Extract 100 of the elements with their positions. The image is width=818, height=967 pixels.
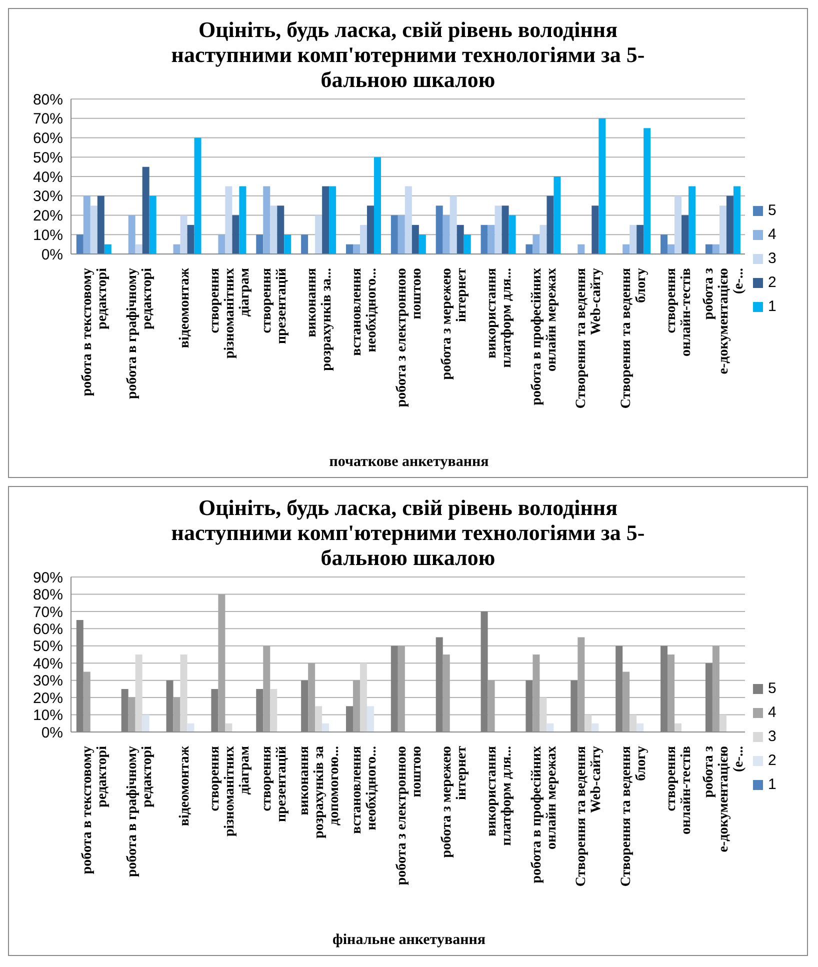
bar — [674, 723, 682, 732]
legend-label: 5 — [768, 201, 776, 221]
bar — [374, 157, 381, 254]
y-tick-label: 40% — [32, 655, 63, 672]
bar — [719, 714, 726, 732]
y-tick-label: 20% — [32, 208, 63, 225]
bar — [346, 244, 353, 254]
bar — [584, 714, 592, 732]
bar — [97, 196, 104, 254]
y-tick-label: 70% — [32, 110, 63, 128]
bar — [187, 224, 194, 254]
bar — [232, 215, 240, 254]
legend-label: 3 — [768, 249, 776, 269]
x-tick-label: робота в текстовому редакторі — [80, 746, 110, 874]
x-tick-label: робота з е-документацією (е-... — [702, 268, 747, 374]
x-tick-label: робота в текстовому редакторі — [80, 268, 110, 396]
bar — [540, 698, 547, 732]
bar — [284, 234, 292, 254]
bar — [688, 186, 696, 254]
x-tick-label: Створення та ведення блогу — [619, 746, 650, 887]
bar — [322, 186, 330, 254]
bar — [128, 215, 136, 254]
bar — [630, 224, 637, 254]
x-tick-label: відеомонтаж — [177, 267, 192, 348]
bar — [578, 244, 585, 254]
y-tick-label: 30% — [32, 188, 63, 206]
y-tick-label: 0% — [41, 246, 63, 264]
y-tick-label: 70% — [32, 604, 63, 621]
legend-label: 4 — [768, 225, 776, 245]
legend-label: 2 — [768, 273, 776, 293]
bar — [726, 196, 734, 254]
bar — [502, 206, 509, 254]
bar — [187, 723, 194, 732]
bar — [592, 206, 599, 254]
bar — [256, 234, 264, 254]
bar — [712, 244, 720, 254]
bar — [508, 215, 516, 254]
bar — [592, 723, 599, 732]
bar — [277, 206, 284, 254]
bar — [225, 186, 232, 254]
bar — [412, 224, 419, 254]
bar — [719, 206, 726, 254]
bar — [540, 224, 547, 254]
y-tick-label: 50% — [32, 149, 63, 166]
y-tick-label: 60% — [32, 130, 63, 148]
bar — [456, 224, 464, 254]
x-tick-label: Створення та ведення блогу — [619, 268, 650, 409]
bar — [194, 138, 202, 254]
chart-title: Оцініть, будь ласка, свій рівень володіння наступними комп'ютерними технологіями за 5-бальною шкалою — [170, 17, 646, 92]
x-tick-label: використання платформ для... — [484, 746, 514, 846]
bar — [301, 234, 308, 254]
bar — [315, 706, 322, 732]
bar — [360, 663, 367, 732]
bar — [83, 196, 90, 254]
y-tick-label: 10% — [32, 226, 63, 244]
bar — [480, 224, 488, 254]
bar — [436, 206, 443, 254]
bar — [682, 215, 689, 254]
bar — [90, 206, 98, 254]
legend-label: 4 — [768, 703, 776, 723]
y-tick-label: 20% — [32, 690, 63, 707]
legend-label: 3 — [768, 727, 776, 747]
y-tick-label: 80% — [32, 91, 63, 108]
bar — [270, 206, 278, 254]
bar — [263, 186, 270, 254]
bar — [135, 244, 142, 254]
bar — [636, 224, 644, 254]
bar — [322, 723, 330, 732]
x-tick-label: відеомонтаж — [177, 745, 192, 826]
bar — [668, 244, 675, 254]
bar — [404, 186, 412, 254]
bar — [644, 128, 651, 254]
bar — [532, 234, 540, 254]
x-tick-label: робота з е-документацією (е-... — [702, 746, 747, 852]
bar — [180, 215, 188, 254]
bar — [442, 215, 450, 254]
bar — [546, 723, 554, 732]
bar — [733, 186, 740, 254]
bar — [104, 244, 112, 254]
bar — [464, 234, 471, 254]
bar — [173, 244, 180, 254]
y-tick-label: 50% — [32, 638, 63, 656]
legend-label: 1 — [768, 297, 776, 317]
x-tick-label: встановлення необхідного... — [350, 746, 380, 834]
bar — [180, 654, 188, 732]
y-tick-label: 0% — [41, 724, 63, 742]
bar — [418, 234, 426, 254]
legend-label: 2 — [768, 751, 776, 771]
x-tick-label: встановлення необхідного... — [350, 268, 380, 356]
y-tick-label: 90% — [32, 569, 63, 586]
bar — [494, 206, 502, 254]
bar — [270, 688, 278, 732]
bar — [142, 166, 150, 254]
x-axis-title: початкове анкетування — [328, 454, 490, 471]
bar — [366, 706, 374, 732]
bar — [398, 215, 405, 254]
chart-title: Оцініть, будь ласка, свій рівень володіння наступними комп'ютерними технологіями за 5-бальною шкалою — [170, 495, 646, 570]
bar — [630, 714, 637, 732]
bar — [225, 723, 232, 732]
x-tick-label: виконання розрахунків за... — [304, 268, 335, 371]
